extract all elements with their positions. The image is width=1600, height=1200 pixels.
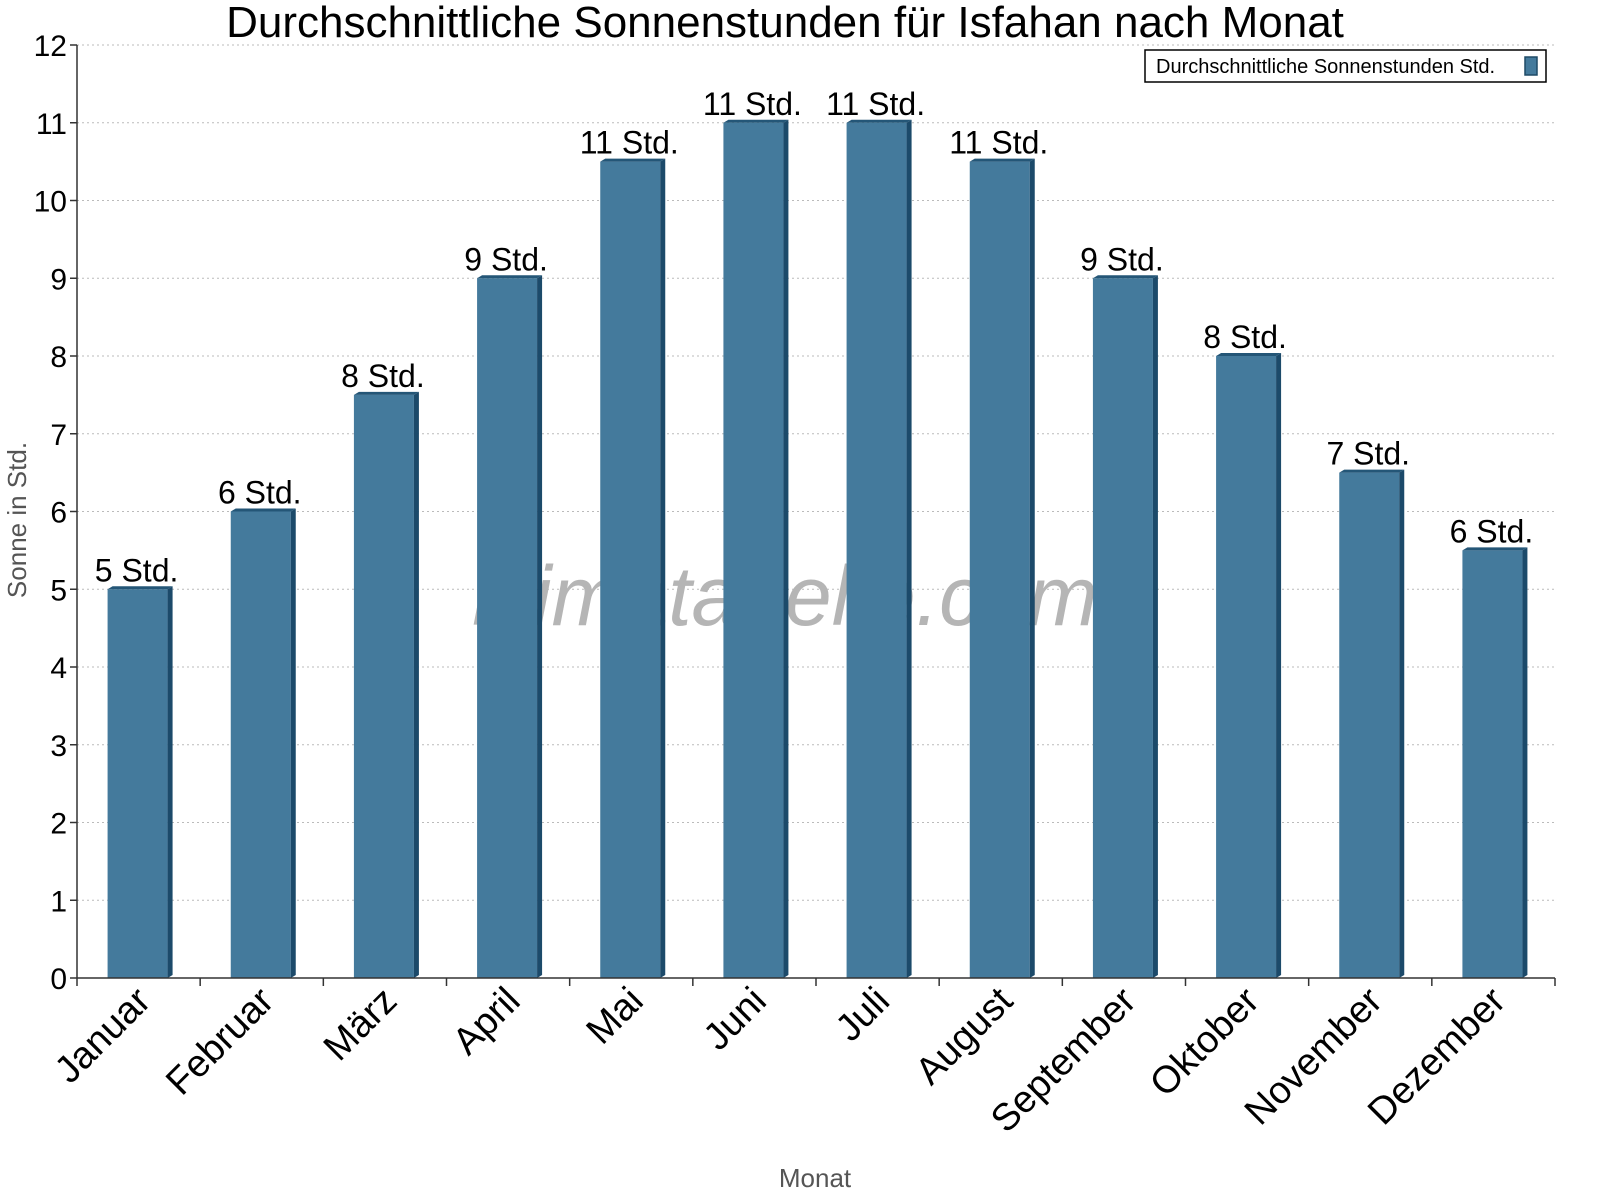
- y-tick-label: 2: [50, 808, 67, 841]
- y-tick-label: 0: [50, 963, 67, 996]
- y-tick-label: 5: [50, 574, 67, 607]
- bar-august: [969, 158, 1035, 978]
- x-tick-label: Januar: [47, 979, 159, 1091]
- bar-top: [353, 391, 419, 395]
- data-label: 11 Std.: [949, 125, 1048, 161]
- x-tick-label: Februar: [158, 979, 282, 1103]
- bar-side: [290, 508, 296, 978]
- legend: Durchschnittliche Sonnenstunden Std.: [1144, 49, 1547, 83]
- chart-title: Durchschnittliche Sonnenstunden für Isfa…: [226, 0, 1344, 47]
- bar-front: [1339, 472, 1400, 978]
- x-tick-label: März: [316, 980, 405, 1069]
- y-tick-label: 10: [34, 186, 67, 219]
- bar-top: [1462, 547, 1528, 551]
- bar-april: [477, 275, 543, 978]
- grid: [77, 44, 1555, 901]
- y-tick-label: 3: [50, 730, 67, 763]
- y-tick-label: 8: [50, 341, 67, 374]
- bar-top: [1216, 353, 1282, 356]
- bar-side: [906, 119, 912, 978]
- y-tick-label: 6: [50, 497, 67, 530]
- bar-side: [413, 391, 419, 978]
- x-tick-label: April: [445, 980, 528, 1063]
- legend-label: Durchschnittliche Sonnenstunden Std.: [1156, 56, 1495, 78]
- bars: [107, 119, 1528, 978]
- bar-top: [1092, 275, 1158, 279]
- data-label: 6 Std.: [1450, 513, 1534, 549]
- bar-side: [1276, 353, 1282, 978]
- bar-top: [230, 508, 296, 512]
- bar-front: [1462, 550, 1523, 978]
- data-label: 8 Std.: [341, 358, 425, 394]
- bar-side: [167, 586, 173, 978]
- y-tick-label: 4: [50, 652, 67, 685]
- bar-juni: [723, 119, 789, 978]
- data-labels: 5 Std. 6 Std. 8 Std. 9 Std. 11 Std. 11 Std. 11…: [95, 86, 1533, 589]
- bar-top: [107, 586, 173, 590]
- data-label: 8 Std.: [1203, 319, 1287, 355]
- bar-märz: [353, 391, 419, 978]
- bar-front: [230, 511, 291, 978]
- legend-swatch: [1524, 56, 1538, 76]
- bar-november: [1339, 469, 1405, 978]
- data-label: 5 Std.: [95, 552, 179, 588]
- bar-front: [107, 589, 168, 978]
- bar-side: [783, 119, 789, 978]
- x-axis-label: Monat: [779, 1163, 852, 1193]
- bar-juli: [846, 119, 912, 978]
- bar-top: [1339, 469, 1405, 473]
- bar-front: [969, 161, 1030, 978]
- bar-februar: [230, 508, 296, 978]
- x-tick-label: Juni: [696, 980, 775, 1059]
- bar-top: [846, 119, 912, 123]
- data-label: 11 Std.: [826, 86, 925, 122]
- bar-front: [353, 394, 414, 978]
- y-tick-label: 1: [50, 885, 67, 918]
- y-tick-label: 11: [36, 108, 67, 141]
- y-tick-label: 12: [34, 30, 67, 63]
- bar-dezember: [1462, 547, 1528, 978]
- bar-top: [723, 119, 789, 123]
- bar-top: [477, 275, 543, 279]
- bar-side: [1152, 275, 1158, 978]
- y-tick-label: 7: [50, 419, 67, 452]
- bar-front: [1092, 278, 1153, 978]
- bar-mai: [600, 158, 666, 978]
- bar-front: [477, 278, 538, 978]
- x-tick-label: August: [908, 979, 1022, 1093]
- bar-front: [600, 161, 661, 978]
- bar-januar: [107, 586, 173, 978]
- bar-side: [1522, 547, 1528, 978]
- bar-september: [1092, 275, 1158, 978]
- bar-front: [846, 122, 907, 978]
- data-label: 9 Std.: [464, 241, 548, 277]
- bar-top: [969, 158, 1035, 162]
- x-tick-label: Mai: [579, 980, 652, 1053]
- bar-side: [537, 275, 543, 978]
- bar-side: [660, 158, 666, 978]
- bar-top: [600, 158, 666, 162]
- y-axis-label: Sonne in Std.: [2, 442, 32, 598]
- bar-front: [723, 122, 784, 978]
- bar-front: [1216, 356, 1277, 978]
- x-tick-label: Oktober: [1142, 979, 1268, 1105]
- data-label: 11 Std.: [580, 125, 679, 161]
- data-label: 6 Std.: [218, 475, 302, 511]
- data-label: 9 Std.: [1080, 241, 1164, 277]
- data-label: 11 Std.: [703, 86, 802, 122]
- bar-side: [1029, 158, 1035, 978]
- x-tick-label: Juli: [828, 980, 898, 1050]
- bar-side: [1399, 469, 1405, 978]
- y-tick-label: 9: [50, 263, 67, 296]
- bar-oktober: [1216, 353, 1282, 978]
- legend-box: [1144, 49, 1547, 83]
- data-label: 7 Std.: [1326, 436, 1410, 472]
